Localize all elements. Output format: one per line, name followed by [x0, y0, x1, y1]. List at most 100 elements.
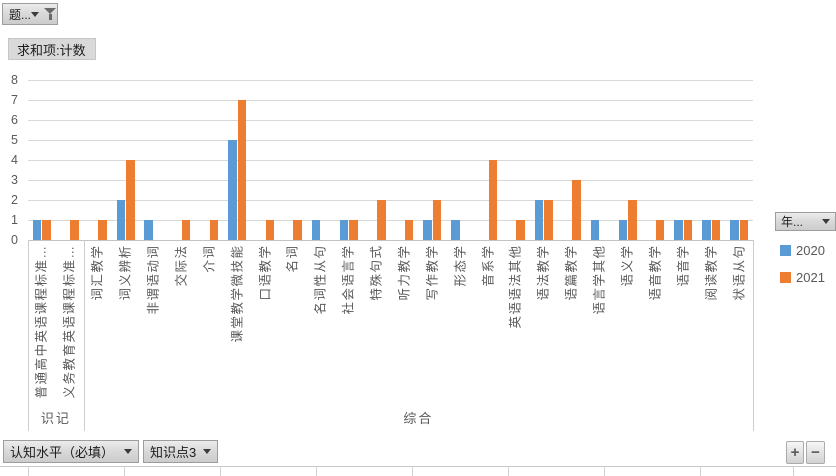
category-label: 听力教学: [397, 244, 412, 301]
category-label: 课堂教学微技能: [230, 244, 245, 343]
chevron-down-icon: [822, 219, 830, 224]
legend-swatch-2021: [780, 272, 791, 283]
legend-item-2020: 2020: [780, 243, 825, 258]
bar-2021: [544, 200, 553, 240]
category-label: 语音学: [676, 244, 691, 287]
expand-field-button[interactable]: +: [786, 441, 804, 464]
category-label: 词汇教学: [90, 244, 105, 301]
report-filter-label: 题...: [9, 7, 32, 22]
gridline: [28, 80, 753, 81]
axis-field-button-cognitive-level[interactable]: 认知水平（必填）: [3, 440, 139, 463]
legend-field-button[interactable]: 年...: [775, 212, 836, 231]
y-axis-tick-label: 5: [11, 133, 18, 147]
bar-2020: [32, 220, 42, 240]
category-label: 语义学: [620, 244, 635, 287]
category-label: 音系学: [481, 244, 496, 287]
bar-2021: [237, 100, 247, 240]
group-label: 综合: [403, 411, 434, 426]
bar-2021: [572, 180, 581, 240]
worksheet-gridline: [793, 467, 794, 476]
worksheet-gridline: [700, 467, 701, 476]
group-label: 识记: [40, 411, 71, 426]
gridline: [28, 100, 753, 101]
worksheet-gridline: [412, 467, 413, 476]
bar-2021: [126, 160, 135, 240]
bar-2021: [628, 200, 637, 240]
filter-funnel-icon: [44, 8, 57, 20]
bar-2020: [228, 140, 237, 240]
category-label: 名词: [285, 244, 300, 273]
gridline: [28, 220, 753, 221]
category-label: 阅读教学: [704, 244, 719, 301]
bar-2020: [618, 220, 628, 240]
bar-2021: [349, 220, 358, 240]
report-filter-field-button[interactable]: 题...: [2, 3, 58, 25]
category-label: 语篇教学: [564, 244, 579, 301]
gridline: [28, 120, 753, 121]
gridline: [28, 160, 753, 161]
axis-field-1-label: 认知水平（必填）: [10, 445, 115, 460]
legend-item-2021: 2021: [780, 270, 825, 285]
worksheet-gridline: [220, 467, 221, 476]
category-label: 语法教学: [536, 244, 551, 301]
bar-2020: [423, 220, 432, 240]
category-label: 语音教学: [648, 244, 663, 301]
legend-label: 2021: [796, 270, 825, 285]
worksheet-gridline: [316, 467, 317, 476]
bar-2020: [702, 220, 711, 240]
y-axis-tick-label: 8: [11, 73, 18, 87]
category-label: 特殊句式: [369, 244, 384, 301]
category-label: 口语教学: [258, 244, 273, 301]
category-label: 社会语言学: [341, 244, 356, 315]
bar-2021: [209, 220, 219, 240]
y-axis-tick-label: 0: [11, 233, 18, 247]
category-label: 非谓语动词: [146, 244, 161, 315]
bar-2021: [42, 220, 51, 240]
gridline: [28, 180, 753, 181]
axis-group-divider: [28, 240, 29, 431]
category-label: 普通高中英语课程标准…: [34, 244, 49, 399]
bar-2020: [590, 220, 600, 240]
worksheet-gridline: [28, 467, 29, 476]
bar-2021: [98, 220, 107, 240]
category-label: 英语语法其他: [508, 244, 523, 329]
category-label: 义务教育英语课程标准…: [62, 244, 77, 399]
value-field-button[interactable]: 求和项:计数: [8, 38, 96, 60]
bar-2021: [711, 220, 721, 240]
axis-field-button-knowledge-point[interactable]: 知识点3: [143, 440, 218, 463]
bar-2021: [377, 200, 386, 240]
bar-2021: [293, 220, 302, 240]
chevron-down-icon: [124, 449, 132, 454]
y-axis-tick-label: 7: [11, 93, 18, 107]
category-label: 词义辨析: [118, 244, 133, 301]
category-label: 介词: [202, 244, 217, 273]
collapse-field-button[interactable]: −: [806, 441, 825, 464]
bar-2020: [116, 200, 126, 240]
bar-2021: [683, 220, 693, 240]
worksheet-gridline: [124, 467, 125, 476]
bar-2020: [311, 220, 321, 240]
bar-2020: [451, 220, 460, 240]
bar-2021: [655, 220, 665, 240]
bar-2020: [339, 220, 349, 240]
axis-group-divider: [753, 240, 754, 431]
category-label: 写作教学: [425, 244, 440, 301]
legend-field-label: 年...: [781, 215, 804, 229]
bar-2021: [516, 220, 525, 240]
gridline: [28, 140, 753, 141]
bar-2021: [739, 220, 749, 240]
y-axis-tick-label: 1: [11, 213, 18, 227]
chart-border-bottom: [0, 466, 836, 467]
worksheet-gridline: [604, 467, 605, 476]
axis-field-2-label: 知识点3: [150, 445, 197, 460]
x-axis-line: [28, 240, 753, 241]
bar-2021: [265, 220, 275, 240]
y-axis-tick-label: 4: [11, 153, 18, 167]
bar-2021: [70, 220, 79, 240]
chevron-down-icon: [31, 11, 40, 17]
category-label: 形态学: [453, 244, 468, 287]
category-label: 名词性从句: [313, 244, 328, 315]
y-axis-tick-label: 2: [11, 193, 18, 207]
